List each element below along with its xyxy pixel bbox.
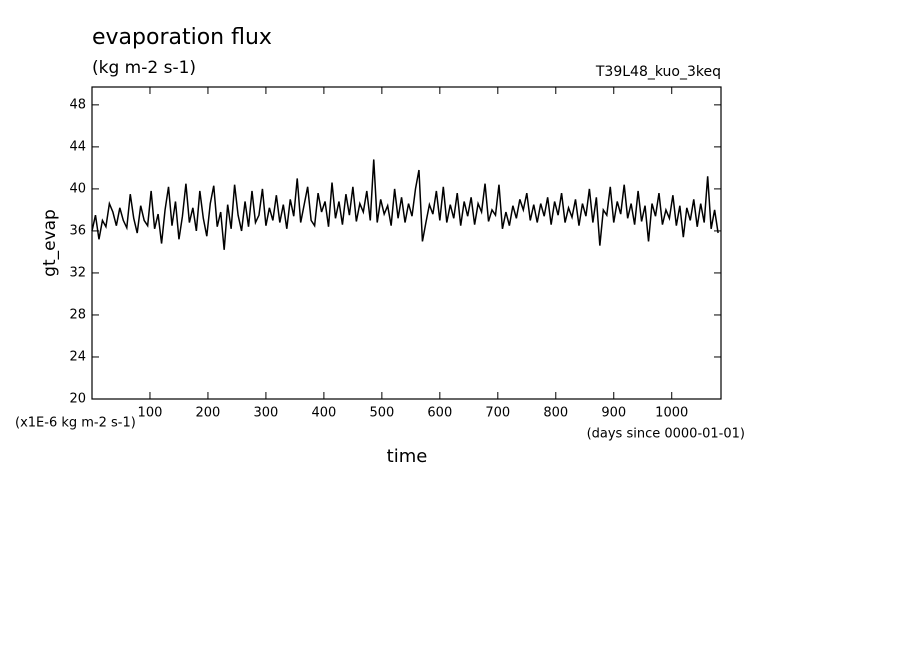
x-axis-label: time <box>387 446 428 467</box>
y-tick-label: 48 <box>69 97 86 112</box>
x-tick-label: 200 <box>196 406 221 421</box>
x-tick-label: 400 <box>311 406 336 421</box>
y-tick-label: 28 <box>69 307 86 322</box>
x-tick-label: 800 <box>543 406 568 421</box>
y-tick-label: 40 <box>69 181 86 196</box>
y-axis-label: gt_evap <box>40 209 60 277</box>
chart-subtitle: (kg m-2 s-1) <box>92 58 196 78</box>
y-unit-note: (x1E-6 kg m-2 s-1) <box>15 416 136 431</box>
x-tick-label: 100 <box>138 406 163 421</box>
x-tick-label: 300 <box>254 406 279 421</box>
x-tick-label: 900 <box>601 406 626 421</box>
data-line <box>91 159 719 250</box>
y-tick-label: 36 <box>69 223 86 238</box>
x-tick-label: 700 <box>485 406 510 421</box>
x-tick-label: 1000 <box>655 406 688 421</box>
x-tick-label: 600 <box>427 406 452 421</box>
y-tick-label: 32 <box>69 265 86 280</box>
annotation: T39L48_kuo_3keq <box>595 64 721 80</box>
chart-title: evaporation flux <box>92 25 272 50</box>
plot-frame <box>91 86 722 400</box>
x-unit-note: (days since 0000-01-01) <box>587 427 745 442</box>
x-tick-label: 500 <box>369 406 394 421</box>
y-tick-label: 20 <box>69 392 86 407</box>
y-tick-label: 44 <box>69 139 86 154</box>
y-tick-label: 24 <box>69 349 86 364</box>
